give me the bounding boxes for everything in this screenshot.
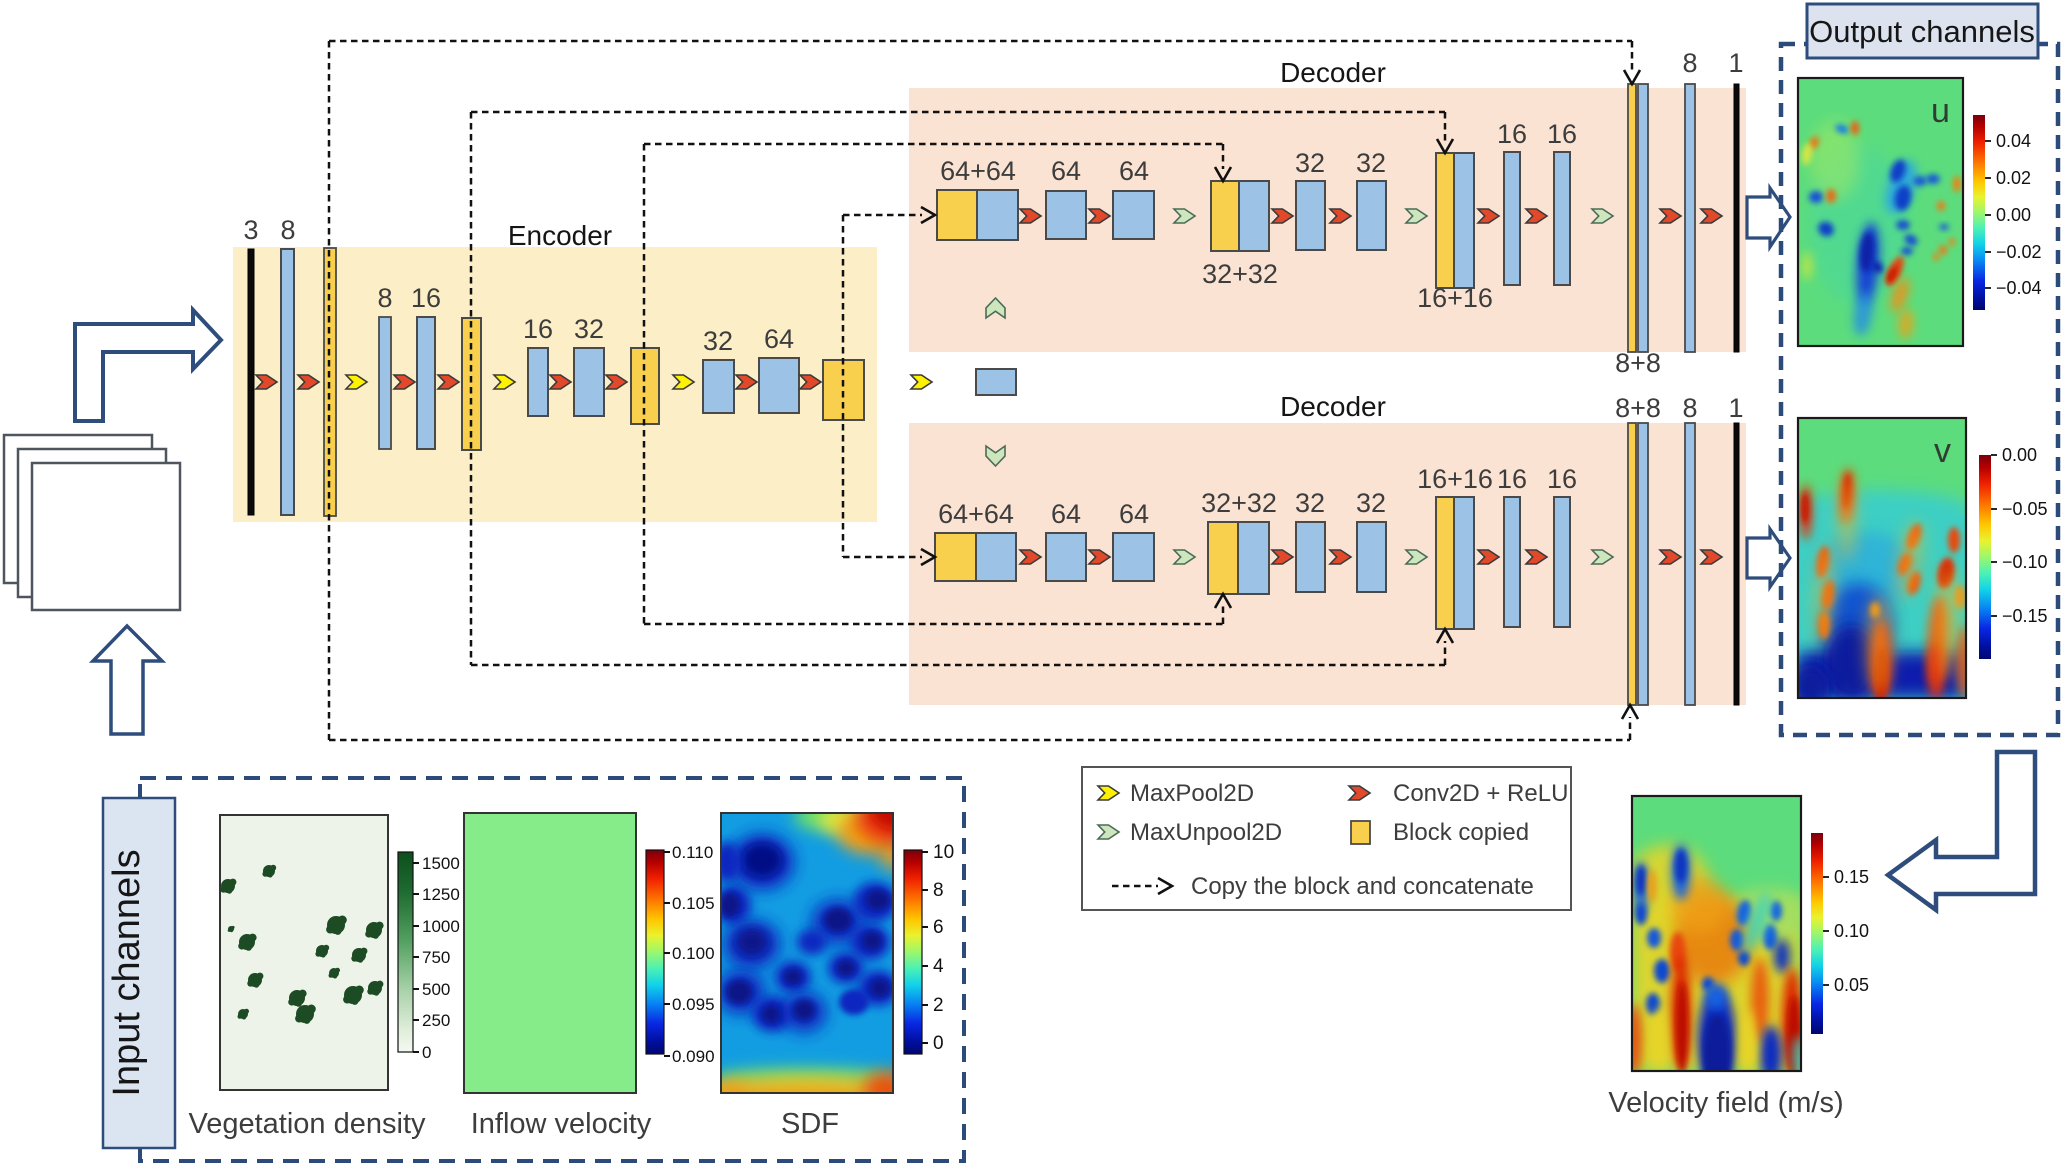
svg-text:0.02: 0.02 (1996, 168, 2031, 188)
svg-text:8+8: 8+8 (1615, 393, 1661, 423)
svg-text:v: v (1934, 432, 1951, 470)
svg-text:32: 32 (1356, 488, 1386, 518)
svg-text:Inflow velocity: Inflow velocity (471, 1108, 652, 1140)
svg-text:0: 0 (933, 1033, 944, 1054)
svg-text:MaxPool2D: MaxPool2D (1130, 780, 1254, 807)
svg-text:8: 8 (933, 880, 944, 901)
svg-text:0.095: 0.095 (672, 995, 715, 1014)
svg-text:16: 16 (523, 314, 553, 344)
svg-text:64: 64 (1051, 499, 1081, 529)
svg-text:u: u (1931, 92, 1950, 130)
svg-text:Copy the block and concatenate: Copy the block and concatenate (1191, 873, 1534, 900)
svg-text:Input channels: Input channels (106, 849, 148, 1096)
svg-text:1: 1 (1728, 48, 1743, 78)
svg-text:Encoder: Encoder (508, 220, 612, 251)
svg-text:0.05: 0.05 (1834, 975, 1869, 995)
svg-text:8+8: 8+8 (1615, 348, 1661, 378)
svg-text:−0.05: −0.05 (2002, 499, 2048, 519)
svg-text:8: 8 (377, 283, 392, 313)
svg-text:8: 8 (1682, 393, 1697, 423)
svg-text:6: 6 (933, 917, 944, 938)
svg-text:Decoder: Decoder (1280, 391, 1386, 422)
svg-text:−0.15: −0.15 (2002, 606, 2048, 626)
svg-text:2: 2 (933, 995, 944, 1016)
svg-text:750: 750 (422, 948, 450, 967)
svg-text:0.15: 0.15 (1834, 867, 1869, 887)
svg-text:SDF: SDF (781, 1108, 839, 1140)
svg-text:−0.02: −0.02 (1996, 242, 2042, 262)
svg-text:64: 64 (1119, 499, 1149, 529)
svg-text:32: 32 (703, 326, 733, 356)
svg-text:16+16: 16+16 (1417, 283, 1493, 313)
svg-text:0.105: 0.105 (672, 894, 715, 913)
svg-text:0.00: 0.00 (1996, 205, 2031, 225)
svg-text:32+32: 32+32 (1202, 259, 1278, 289)
svg-text:0.110: 0.110 (672, 843, 713, 862)
svg-text:8: 8 (1682, 48, 1697, 78)
svg-text:32: 32 (1356, 148, 1386, 178)
svg-text:MaxUnpool2D: MaxUnpool2D (1130, 819, 1282, 846)
svg-text:−0.04: −0.04 (1996, 278, 2042, 298)
svg-text:32: 32 (1295, 148, 1325, 178)
svg-text:0.04: 0.04 (1996, 131, 2031, 151)
svg-text:250: 250 (422, 1011, 450, 1030)
svg-text:16: 16 (1497, 464, 1527, 494)
svg-text:Block copied: Block copied (1393, 819, 1529, 846)
svg-text:0.10: 0.10 (1834, 921, 1869, 941)
svg-text:32+32: 32+32 (1201, 488, 1277, 518)
svg-text:64+64: 64+64 (940, 156, 1016, 186)
svg-text:−0.10: −0.10 (2002, 552, 2048, 572)
svg-text:32: 32 (1295, 488, 1325, 518)
svg-text:Vegetation density: Vegetation density (188, 1108, 426, 1140)
svg-text:0: 0 (422, 1043, 431, 1062)
svg-text:10: 10 (933, 842, 954, 863)
svg-text:Velocity field (m/s): Velocity field (m/s) (1608, 1087, 1843, 1119)
svg-text:500: 500 (422, 980, 450, 999)
svg-text:0.100: 0.100 (672, 944, 715, 963)
svg-text:0.090: 0.090 (672, 1047, 715, 1066)
svg-text:64: 64 (1051, 156, 1081, 186)
svg-text:64+64: 64+64 (938, 499, 1014, 529)
svg-text:16: 16 (1547, 119, 1577, 149)
svg-text:16: 16 (1497, 119, 1527, 149)
svg-text:32: 32 (574, 314, 604, 344)
svg-text:16+16: 16+16 (1417, 464, 1493, 494)
svg-text:1500: 1500 (422, 854, 460, 873)
svg-text:1: 1 (1728, 393, 1743, 423)
svg-text:4: 4 (933, 956, 944, 977)
svg-text:3: 3 (243, 215, 258, 245)
svg-text:16: 16 (1547, 464, 1577, 494)
svg-text:1000: 1000 (422, 917, 460, 936)
svg-text:64: 64 (764, 324, 794, 354)
svg-text:64: 64 (1119, 156, 1149, 186)
svg-text:16: 16 (411, 283, 441, 313)
svg-text:Decoder: Decoder (1280, 57, 1386, 88)
svg-text:0.00: 0.00 (2002, 445, 2037, 465)
svg-text:Output channels: Output channels (1809, 14, 2035, 49)
svg-text:8: 8 (280, 215, 295, 245)
svg-text:Conv2D + ReLU: Conv2D + ReLU (1393, 780, 1568, 807)
svg-text:1250: 1250 (422, 885, 460, 904)
